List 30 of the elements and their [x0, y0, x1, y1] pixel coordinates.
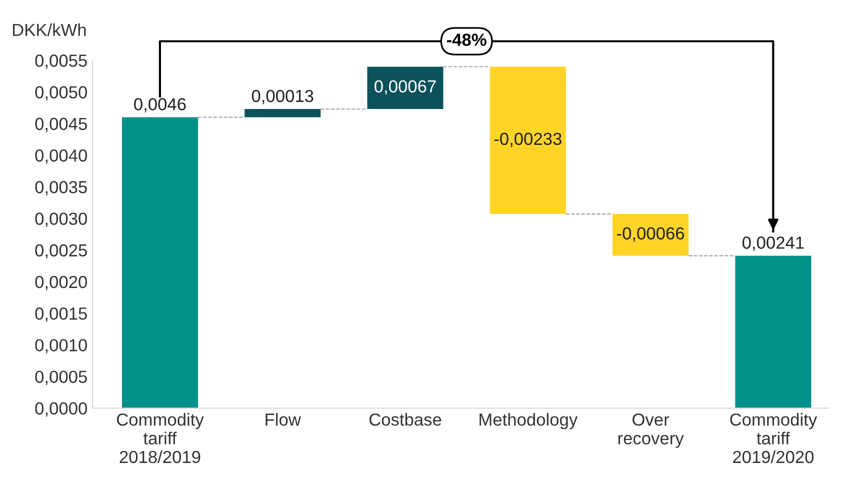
x-tick-label: Costbase — [369, 412, 442, 426]
y-tick-label: 0,0005 — [35, 370, 87, 386]
bar — [122, 117, 198, 408]
y-tick-label: 0,0015 — [35, 307, 87, 322]
data-label: 0,00241 — [742, 236, 804, 251]
bar — [735, 256, 812, 408]
data-label: -0,00233 — [494, 132, 562, 148]
x-tick-label: Commodity tariff 2019/2020 — [730, 412, 818, 464]
x-tick-label: Over recovery — [618, 413, 684, 448]
x-tick-label: Methodology — [480, 412, 578, 430]
data-label: 0,00067 — [374, 80, 436, 95]
data-label: 0,0046 — [134, 98, 186, 112]
y-tick-label: 0,0010 — [35, 339, 87, 354]
y-tick-label: 0,0055 — [35, 54, 87, 69]
y-tick-label: 0,0000 — [35, 402, 87, 417]
y-tick-label: 0,0050 — [35, 86, 87, 100]
y-tick-label: 0,0040 — [35, 149, 87, 164]
bar — [490, 66, 566, 214]
y-tick-label: 0,0035 — [35, 181, 87, 196]
y-tick-label: 0,0025 — [35, 244, 87, 259]
bar — [244, 109, 321, 118]
y-tick-label: 0,0030 — [35, 212, 87, 227]
data-label: 0,00013 — [252, 90, 314, 104]
x-tick-label: Flow — [266, 412, 301, 426]
data-label: -0,00066 — [617, 227, 684, 242]
x-tick-label: Commodity tariff 2018/2019 — [116, 412, 204, 464]
y-tick-label: 0,0020 — [35, 276, 87, 290]
y-tick-label: 0,0045 — [35, 118, 87, 132]
text: -48% — [446, 34, 486, 46]
y-axis-title: DKK/kWh — [12, 23, 86, 36]
